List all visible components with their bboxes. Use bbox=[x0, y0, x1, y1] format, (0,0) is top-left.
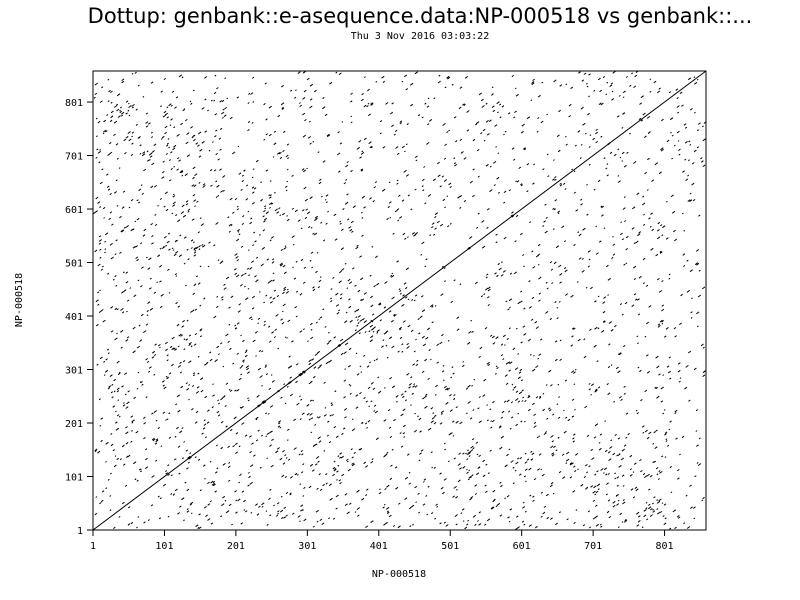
x-tick-label: 801 bbox=[656, 541, 674, 552]
y-tick-label: 301 bbox=[65, 366, 83, 377]
x-axis-label: NP-000518 bbox=[372, 569, 426, 580]
x-tick-label: 301 bbox=[298, 541, 316, 552]
x-tick-label: 201 bbox=[227, 541, 245, 552]
y-tick-label: 601 bbox=[65, 205, 83, 216]
y-axis-label: NP-000518 bbox=[14, 273, 25, 327]
x-tick-label: 401 bbox=[370, 541, 388, 552]
plot-frame bbox=[92, 70, 707, 531]
match-dots bbox=[92, 70, 707, 531]
y-tick-label: 401 bbox=[65, 312, 83, 323]
x-tick-label: 101 bbox=[155, 541, 173, 552]
x-tick-label: 1 bbox=[90, 541, 96, 552]
x-axis-ticks: 1 101 201 301 401 501 601 701 801 bbox=[90, 530, 674, 552]
y-tick-label: 701 bbox=[65, 152, 83, 163]
y-tick-label: 1 bbox=[77, 526, 83, 537]
x-tick-label: 601 bbox=[513, 541, 531, 552]
y-axis-ticks: 1 101 201 301 401 501 601 701 801 bbox=[65, 98, 93, 537]
y-tick-label: 501 bbox=[65, 259, 83, 270]
diagonal-series-line bbox=[92, 70, 707, 531]
match-dot-segments bbox=[92, 70, 707, 531]
chart-title: Dottup: genbank::e-asequence.data:NP-000… bbox=[88, 4, 753, 28]
x-tick-label: 701 bbox=[584, 541, 602, 552]
y-tick-label: 201 bbox=[65, 419, 83, 430]
y-tick-label: 101 bbox=[65, 473, 83, 484]
identity-diagonal bbox=[92, 70, 707, 531]
y-tick-label: 801 bbox=[65, 98, 83, 109]
x-tick-label: 501 bbox=[441, 541, 459, 552]
chart-subtitle: Thu 3 Nov 2016 03:03:22 bbox=[351, 31, 489, 42]
